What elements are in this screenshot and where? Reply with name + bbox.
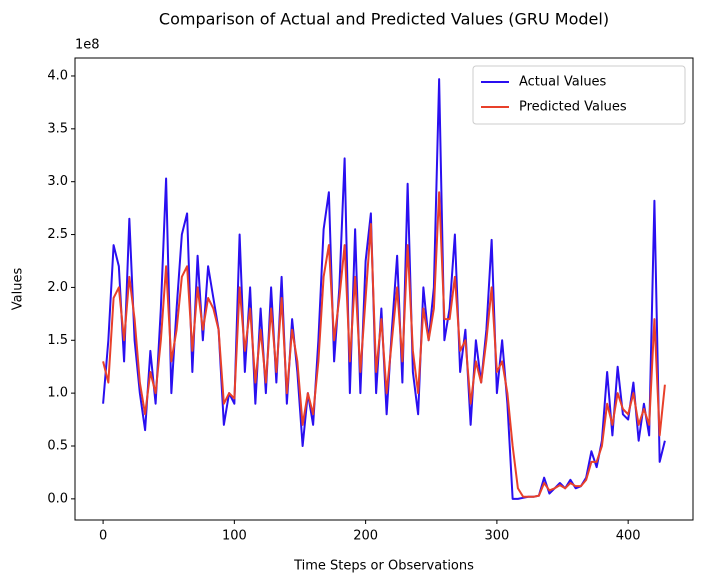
data-line xyxy=(102,78,666,500)
y-tick-label: 1.5 xyxy=(47,333,68,348)
x-tick-label: 400 xyxy=(616,529,641,544)
y-offset-label: 1e8 xyxy=(75,38,100,53)
x-tick-label: 200 xyxy=(353,529,378,544)
chart-title: Comparison of Actual and Predicted Value… xyxy=(159,10,609,29)
y-axis-label: Values xyxy=(11,268,26,311)
x-axis-label: Time Steps or Observations xyxy=(293,559,474,574)
legend-label: Actual Values xyxy=(519,75,607,90)
legend-label: Predicted Values xyxy=(519,100,627,115)
y-tick-label: 3.5 xyxy=(47,121,68,136)
y-tick-label: 4.0 xyxy=(47,68,68,83)
data-line xyxy=(102,191,666,498)
plot-frame xyxy=(74,57,694,521)
y-tick-label: 2.5 xyxy=(47,227,68,242)
x-tick-label: 300 xyxy=(484,529,509,544)
y-tick-label: 1.0 xyxy=(47,386,68,401)
x-tick-label: 0 xyxy=(99,529,107,544)
y-tick-label: 0.0 xyxy=(47,491,68,506)
y-tick-label: 0.5 xyxy=(47,438,68,453)
y-tick-label: 2.0 xyxy=(47,280,68,295)
y-tick-label: 3.0 xyxy=(47,174,68,189)
legend-box xyxy=(472,65,686,125)
x-tick-label: 100 xyxy=(222,529,247,544)
